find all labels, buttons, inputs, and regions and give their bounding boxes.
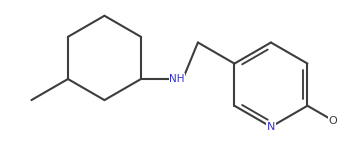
Text: NH: NH [169,74,184,84]
Text: N: N [267,122,275,132]
Text: O: O [329,116,338,126]
